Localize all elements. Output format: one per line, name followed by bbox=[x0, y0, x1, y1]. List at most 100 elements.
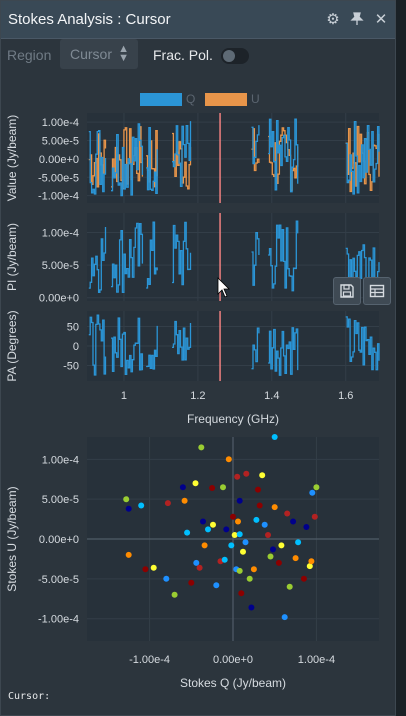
y-tick-label: 1.00e-4 bbox=[42, 117, 79, 129]
y-tick-label: 5.00e-5 bbox=[42, 260, 79, 272]
scatter-point bbox=[272, 434, 278, 440]
save-image-button[interactable] bbox=[333, 277, 361, 305]
x-tick-label: -1.00e-4 bbox=[129, 654, 170, 666]
scatter-point bbox=[123, 496, 129, 502]
x-tick-label: 1.00e-4 bbox=[298, 654, 335, 666]
y-axis-label: Stokes U (Jy/beam) bbox=[5, 486, 19, 591]
scatter-point bbox=[213, 582, 219, 588]
y-tick-label: 1.00e-4 bbox=[42, 454, 79, 466]
y-tick-label: -5.00e-5 bbox=[38, 574, 79, 586]
save-icon bbox=[339, 283, 355, 299]
scatter-point bbox=[251, 566, 257, 572]
scatter-point bbox=[268, 554, 274, 560]
scatter-point bbox=[226, 456, 232, 462]
scatter-point bbox=[234, 474, 240, 480]
y-tick-label: 5.00e-5 bbox=[42, 136, 79, 148]
scatter-point bbox=[182, 498, 188, 504]
scatter-point bbox=[265, 532, 271, 538]
scatter-point bbox=[295, 539, 301, 545]
x-tick-label: 1.4 bbox=[264, 390, 279, 402]
scatter-point bbox=[293, 555, 299, 561]
x-axis-label: Stokes Q (Jy/beam) bbox=[180, 676, 286, 690]
scatter-point bbox=[230, 514, 236, 520]
scatter-point bbox=[282, 614, 288, 620]
scatter-point bbox=[200, 519, 206, 525]
scatter-point bbox=[198, 444, 204, 450]
scatter-point bbox=[202, 542, 208, 548]
scatter-point bbox=[210, 522, 216, 528]
scatter-point bbox=[309, 490, 315, 496]
scatter-point bbox=[184, 530, 190, 536]
y-tick-label: 0.00e+0 bbox=[39, 534, 79, 546]
y-tick-label: 5.00e-5 bbox=[42, 494, 79, 506]
y-tick-label: 0.00e+0 bbox=[39, 154, 79, 166]
scatter-point bbox=[222, 557, 228, 563]
scatter-point bbox=[313, 484, 319, 490]
x-tick-label: 0.00e+0 bbox=[213, 654, 253, 666]
y-tick-label: 0 bbox=[73, 341, 79, 353]
x-axis-label: Frequency (GHz) bbox=[187, 412, 279, 426]
scatter-point bbox=[232, 532, 238, 538]
scatter-point bbox=[228, 542, 234, 548]
scatter-point bbox=[138, 503, 144, 509]
x-tick-label: 1.6 bbox=[338, 390, 353, 402]
scatter-point bbox=[243, 471, 249, 477]
scatter-point bbox=[220, 484, 226, 490]
scatter-point bbox=[237, 498, 243, 504]
x-tick-label: 1 bbox=[121, 390, 127, 402]
y-tick-label: -5.00e-5 bbox=[38, 172, 79, 184]
x-tick-label: 1.2 bbox=[190, 390, 205, 402]
scatter-point bbox=[272, 504, 278, 510]
scatter-point bbox=[262, 522, 268, 528]
scatter-point bbox=[259, 472, 265, 478]
scatter-point bbox=[248, 605, 254, 611]
y-tick-label: -1.00e-4 bbox=[38, 614, 79, 626]
scatter-point bbox=[238, 590, 244, 596]
scatter-point bbox=[247, 576, 253, 582]
export-data-button[interactable] bbox=[363, 277, 391, 305]
y-tick-label: -50 bbox=[63, 360, 79, 372]
scatter-point bbox=[165, 500, 171, 506]
scatter-point bbox=[257, 503, 263, 509]
scatter-point bbox=[290, 519, 296, 525]
stokes-analysis-window: Stokes Analysis : Cursor ⚙ ✕ Region Curs… bbox=[0, 0, 396, 716]
scatter-point bbox=[308, 558, 314, 564]
y-axis-label: PI (Jy/beam) bbox=[5, 223, 19, 291]
scatter-point bbox=[126, 506, 132, 512]
scatter-point bbox=[188, 580, 194, 586]
scatter-point bbox=[303, 524, 309, 530]
y-tick-label: -1.00e-4 bbox=[38, 191, 79, 203]
scatter-point bbox=[209, 485, 215, 491]
y-axis-label: PA (Degrees) bbox=[5, 310, 19, 381]
y-axis-label: Value (Jy/beam) bbox=[5, 115, 19, 201]
scatter-point bbox=[223, 526, 229, 532]
scatter-point bbox=[235, 519, 241, 525]
y-tick-label: 0.00e+0 bbox=[39, 293, 79, 305]
scatter-point bbox=[172, 592, 178, 598]
scatter-point bbox=[197, 565, 203, 571]
scatter-point bbox=[287, 584, 293, 590]
scatter-point bbox=[276, 560, 282, 566]
background-panel-edge bbox=[396, 0, 406, 716]
scatter-point bbox=[193, 480, 199, 486]
y-tick-label: 50 bbox=[67, 322, 79, 334]
scatter-point bbox=[312, 514, 318, 520]
scatter-point bbox=[237, 531, 243, 537]
scatter-point bbox=[205, 526, 211, 532]
scatter-point bbox=[243, 539, 249, 545]
scatter-point bbox=[284, 511, 290, 517]
scatter-point bbox=[180, 484, 186, 490]
scatter-point bbox=[237, 568, 243, 574]
plots-canvas[interactable]: 1.00e-4 5.00e-5 0.00e+0 -5.00e-5 -1.00e-4 Val… bbox=[1, 1, 397, 716]
scatter-point bbox=[255, 487, 261, 493]
scatter-point bbox=[278, 542, 284, 548]
table-icon bbox=[369, 283, 385, 299]
scatter-point bbox=[270, 546, 276, 552]
cursor-readout: Cursor: bbox=[8, 691, 50, 702]
scatter-point bbox=[151, 565, 157, 571]
scatter-point bbox=[163, 576, 169, 582]
scatter-point bbox=[240, 549, 246, 555]
scatter-point bbox=[142, 566, 148, 572]
scatter-point bbox=[126, 552, 132, 558]
y-tick-label: 1.00e-4 bbox=[42, 228, 79, 240]
